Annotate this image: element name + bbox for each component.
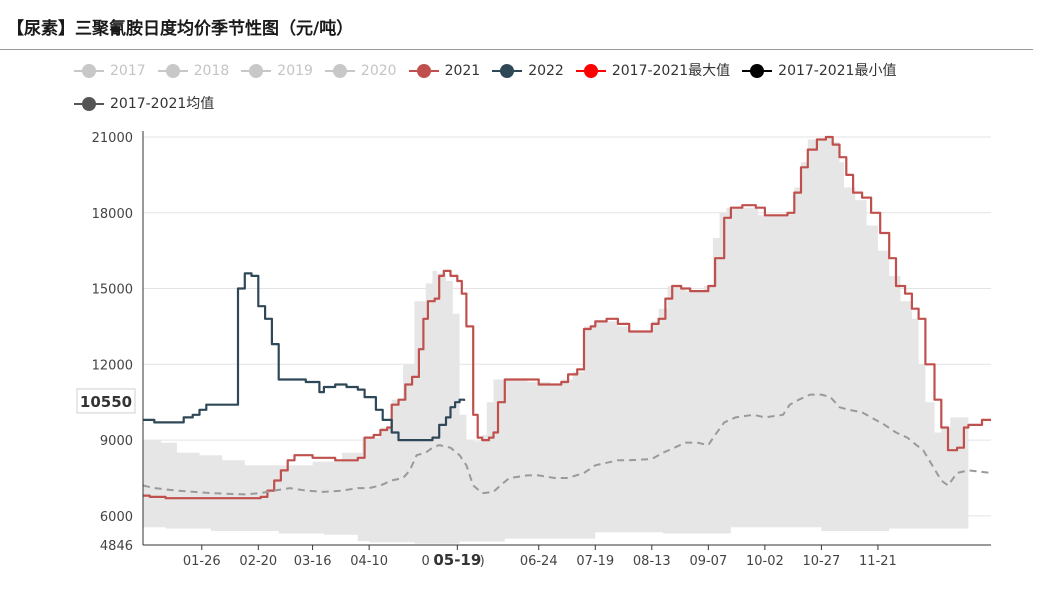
y-tick-label: 4846	[100, 539, 133, 554]
legend-swatch-icon	[575, 64, 606, 78]
y-pointer-box	[76, 388, 136, 414]
x-tick-label: 01-26	[183, 554, 221, 569]
y-tick-label: 21000	[92, 131, 133, 146]
y-tick-label: 12000	[92, 358, 133, 373]
legend-swatch-icon	[74, 97, 104, 111]
x-tick-label: 10-27	[803, 554, 841, 569]
legend-label: 2021	[444, 63, 481, 79]
x-tick-label: 03-16	[294, 554, 332, 569]
legend-item-2017[interactable]: 2017	[74, 56, 146, 86]
title-divider	[0, 49, 1033, 50]
legend-label: 2020	[360, 63, 397, 79]
legend-label: 2019	[277, 63, 313, 79]
chart-legend: 2017 2018 2019 2020 2021 2022 2017-2021最大值 2017…	[74, 56, 1014, 122]
chart-title: 【尿素】三聚氰胺日度均价季节性图（元/吨）	[7, 19, 354, 39]
legend-swatch-icon	[742, 64, 773, 78]
legend-item-2021[interactable]: 2021	[408, 56, 481, 86]
x-tick-label: 09-07	[689, 554, 727, 569]
x-tick-label-clipped: )	[480, 554, 485, 569]
legend-item-2017-2021均值[interactable]: 2017-2021均值	[74, 89, 214, 119]
x-tick-label: 11-21	[859, 554, 897, 569]
legend-swatch-icon	[157, 64, 188, 78]
legend-swatch-icon	[408, 64, 439, 78]
x-tick-label: 02-20	[239, 554, 277, 569]
series-lines	[142, 135, 992, 500]
axis-pointer: 10550	[76, 388, 136, 414]
legend-label: 2022	[528, 63, 564, 79]
legend-item-2022[interactable]: 2022	[492, 56, 564, 86]
x-tick-label: 10-02	[746, 554, 784, 569]
band-area	[143, 137, 969, 544]
x-tick-label: 06-24	[520, 554, 558, 569]
y-pointer-value: 10550	[80, 393, 132, 411]
x-tick-label: 07-19	[576, 554, 614, 569]
series-line-2021[interactable]	[143, 135, 991, 500]
legend-swatch-icon	[74, 64, 104, 78]
legend-label: 2018	[193, 63, 230, 79]
legend-item-2020[interactable]: 2020	[324, 56, 397, 86]
y-tick-label: 6000	[100, 510, 133, 525]
y-tick-label: 15000	[92, 283, 133, 298]
legend-label: 2017	[110, 63, 146, 79]
x-tick-label: 04-10	[350, 554, 388, 569]
y-tick-label: 18000	[92, 207, 133, 222]
x-pointer-label: 05-19	[433, 551, 481, 569]
legend-item-2017-2021最小值[interactable]: 2017-2021最小值	[742, 56, 896, 86]
x-tick-label: 08-13	[633, 554, 671, 569]
legend-item-2017-2021最大值[interactable]: 2017-2021最大值	[575, 56, 731, 86]
legend-label: 2017-2021最小值	[778, 63, 897, 79]
legend-item-2018[interactable]: 2018	[157, 56, 230, 86]
axes: 4846 6000 9000 12000 15000 18000 21000 01-26 02-…	[92, 131, 991, 569]
min-max-band	[143, 137, 969, 544]
y-tick-label: 9000	[100, 434, 133, 449]
legend-item-2019[interactable]: 2019	[241, 56, 313, 86]
legend-label: 2017-2021最大值	[611, 63, 731, 79]
legend-label: 2017-2021均值	[110, 96, 215, 112]
series-line-2022[interactable]	[143, 272, 466, 442]
legend-swatch-icon	[324, 64, 355, 78]
legend-swatch-icon	[492, 64, 523, 78]
series-line-2017-2021均值[interactable]	[142, 393, 992, 496]
legend-swatch-icon	[241, 64, 272, 78]
x-tick-label-clipped: 0	[422, 554, 430, 569]
